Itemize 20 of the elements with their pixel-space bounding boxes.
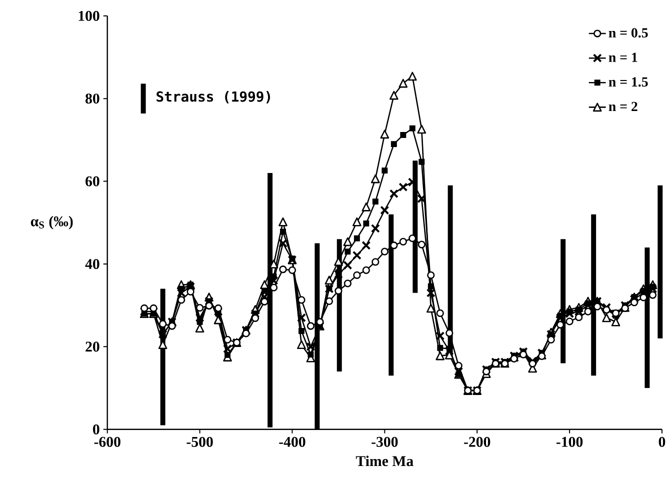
legend-label: n = 0.5 — [608, 28, 648, 38]
y-tick-label: 80 — [86, 94, 100, 104]
x-tick-label: -300 — [372, 436, 398, 447]
x-tick-label: -100 — [556, 436, 583, 447]
x-tick-label: -200 — [464, 436, 490, 447]
legend-label: n = 1 — [608, 52, 638, 62]
y-tick-label: 20 — [86, 342, 100, 352]
legend-label: n = 2 — [608, 102, 638, 112]
y-tick-label: 100 — [78, 10, 100, 21]
x-tick-label: -400 — [279, 436, 306, 447]
y-tick-label: 40 — [85, 258, 100, 270]
x-tick-label: -500 — [186, 436, 213, 447]
x-axis-title: Time Ma — [356, 456, 414, 466]
x-tick-label: 0 — [658, 436, 666, 447]
y-tick-label: 0 — [93, 424, 100, 434]
legend-label: n = 1.5 — [608, 77, 648, 87]
x-tick-label: -600 — [94, 436, 120, 447]
y-tick-label: 60 — [86, 176, 100, 186]
legend-label: Strauss (1999) — [156, 91, 270, 104]
y-axis-title: α$_{S}$ (‰) — [30, 216, 73, 230]
